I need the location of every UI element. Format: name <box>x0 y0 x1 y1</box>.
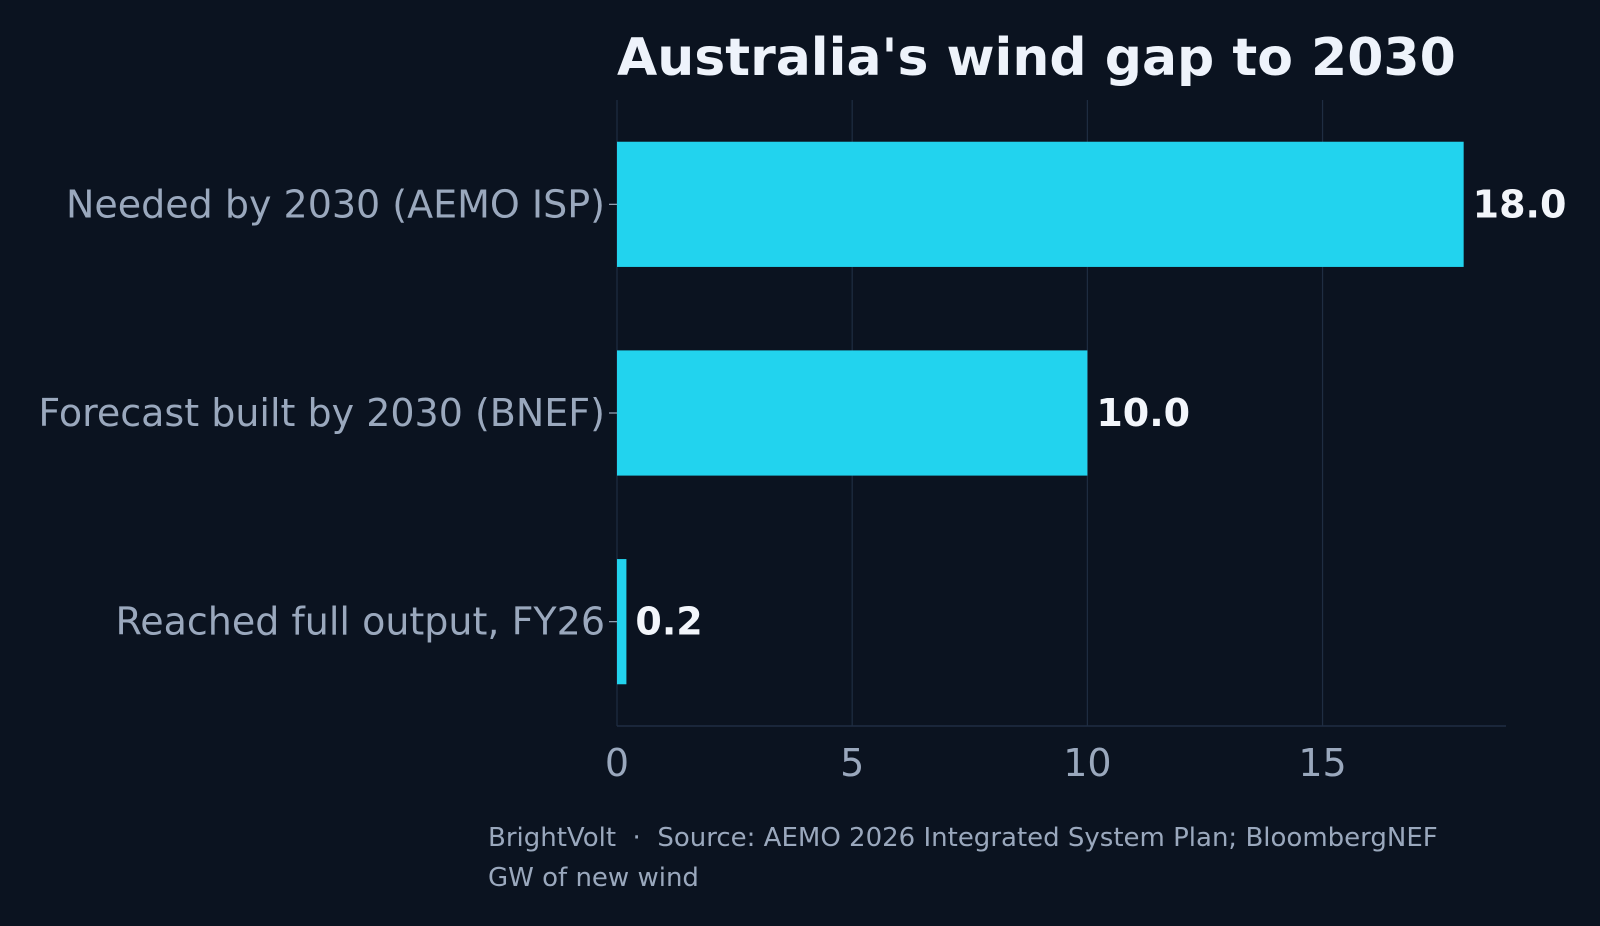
category-label: Forecast built by 2030 (BNEF) <box>38 391 605 435</box>
value-label: 0.2 <box>635 600 702 644</box>
x-tick-label: 15 <box>1298 741 1346 785</box>
bar <box>617 559 627 685</box>
source-note: BrightVolt · Source: AEMO 2026 Integrate… <box>488 823 1438 853</box>
category-label: Needed by 2030 (AEMO ISP) <box>66 182 605 226</box>
x-tick-label: 0 <box>605 741 629 785</box>
category-label: Reached full output, FY26 <box>116 600 606 644</box>
bar <box>617 350 1088 476</box>
value-labels: 18.0 10.0 0.2 <box>635 182 1566 643</box>
x-axis-ticks: 0 5 10 15 <box>605 741 1347 785</box>
chart-title: Australia's wind gap to 2030 <box>617 28 1456 88</box>
value-label: 10.0 <box>1096 391 1190 435</box>
bars <box>617 141 1464 685</box>
bar <box>617 141 1464 267</box>
value-label: 18.0 <box>1473 182 1567 226</box>
unit-note: GW of new wind <box>488 863 699 893</box>
x-tick-label: 5 <box>840 741 864 785</box>
x-tick-label: 10 <box>1063 741 1111 785</box>
category-labels: Needed by 2030 (AEMO ISP) Forecast built … <box>38 182 617 644</box>
